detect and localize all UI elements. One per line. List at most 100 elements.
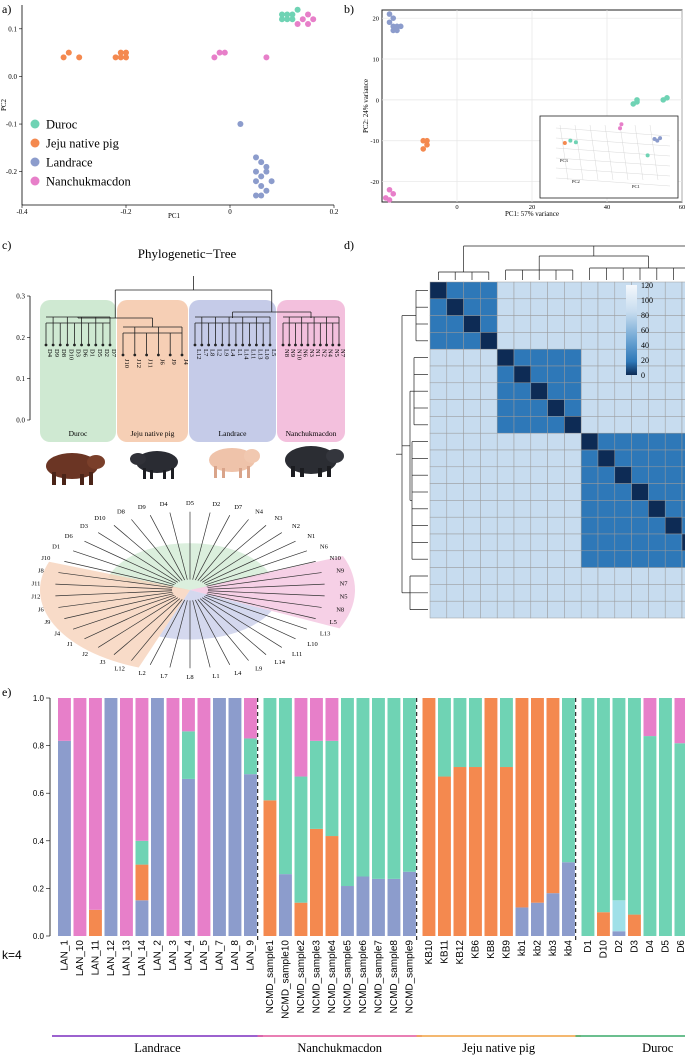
a-ytick-label: -0.1 — [6, 121, 18, 129]
dendro-group-label: Landrace — [219, 429, 248, 438]
dendro-leaf-label: N10 — [295, 349, 302, 360]
heatmap-cell — [580, 281, 599, 300]
dendro-leaf-label: L12 — [195, 349, 202, 359]
a-point-jeju — [65, 49, 72, 56]
panel-b-x-ticks: 0 20 40 60 — [455, 204, 685, 211]
heatmap-cell — [446, 600, 464, 619]
b-ytick-label: 20 — [373, 16, 380, 23]
heatmap-cell — [429, 315, 448, 333]
unrooted-leaf-label: J1 — [67, 641, 73, 648]
dendro-leaf-label: N2 — [320, 349, 327, 357]
heatmap-cell — [681, 399, 685, 417]
heatmap-cell — [463, 348, 481, 367]
a-ytick-label: 0.1 — [8, 25, 17, 33]
population-label: Nanchukmacdon — [297, 1041, 382, 1055]
unrooted-branch — [206, 561, 316, 587]
b-ytick-label: 10 — [373, 57, 380, 64]
heatmap-cell — [513, 500, 532, 518]
dendro-leaf-dot — [80, 343, 83, 347]
sample-label: LAN_13 — [121, 940, 132, 977]
unrooted-leaf-label: D10 — [94, 515, 105, 522]
unrooted-leaf-label: D4 — [160, 501, 169, 508]
heatmap-cell — [429, 399, 448, 417]
heatmap-cell — [681, 483, 685, 501]
unrooted-branch — [192, 600, 211, 668]
sample-label: LAN_4 — [183, 940, 194, 971]
a-point-duroc — [279, 16, 285, 23]
unrooted-leaf-label: J4 — [54, 631, 61, 638]
a-point-landrace — [258, 192, 265, 199]
sample-label: NCMD_sample5 — [342, 940, 353, 1014]
unrooted-branch — [169, 600, 188, 668]
unrooted-branch — [197, 519, 249, 581]
a-point-jeju — [117, 49, 124, 56]
dendro-leaf-dot — [318, 343, 322, 347]
heatmap-cell — [664, 550, 683, 568]
heatmap-cell — [446, 567, 464, 585]
heatmap-cell — [446, 315, 464, 333]
heatmap-cell — [648, 365, 666, 384]
sample-label: KB9 — [501, 940, 512, 959]
heatmap-cell — [446, 348, 464, 367]
heatmap-cell — [664, 500, 683, 518]
heatmap-cell — [664, 600, 683, 619]
heatmap-cell — [496, 432, 515, 451]
heatmap-cell — [580, 466, 599, 484]
unrooted-branch — [206, 593, 316, 619]
dendro-leaf-label: D9 — [53, 349, 60, 357]
panel-b-xlabel: PC1: 57% variance — [505, 210, 559, 218]
heatmap-cell — [496, 449, 515, 468]
heatmap-cell — [513, 315, 532, 333]
heatmap-cell — [648, 466, 666, 484]
heatmap-cell — [681, 516, 685, 535]
heatmap-cell — [446, 382, 464, 400]
c-ytick-label: 0.0 — [16, 417, 25, 425]
dendro-leaf-label: N1 — [314, 349, 321, 357]
heatmap-cell — [480, 399, 498, 417]
dendro-leaf-label: L10 — [263, 349, 270, 359]
admixture-segment-landrace — [244, 774, 257, 936]
heatmap-cell — [429, 449, 448, 468]
heatmap-cell — [513, 399, 532, 417]
admixture-segment-landrace — [213, 698, 226, 936]
unrooted-leaf-label: D7 — [234, 504, 243, 511]
c-ytick-label: 0.2 — [16, 334, 25, 342]
heatmap-cell — [463, 416, 481, 434]
unrooted-leaf-label: L8 — [186, 674, 193, 681]
sample-label: KB6 — [470, 940, 481, 959]
admixture-segment-landrace — [356, 876, 370, 936]
unrooted-branch — [131, 599, 183, 661]
dendro-leaf-dot — [220, 343, 224, 347]
heatmap-cell — [648, 348, 666, 367]
heatmap-cell — [429, 332, 448, 350]
admixture-segment-duroc — [403, 698, 416, 872]
unrooted-leaf-label: D1 — [52, 544, 60, 551]
admixture-segment-landrace — [151, 698, 164, 936]
unrooted-tree-branches — [55, 511, 325, 669]
jeju-pig-image — [130, 451, 178, 479]
dendrogram-group-labels: Duroc Jeju native pig Landrace Nanchukmacdo… — [69, 429, 337, 438]
unrooted-branch — [58, 591, 173, 608]
heatmap-cell — [446, 550, 464, 568]
admixture-segment-duroc — [263, 698, 277, 801]
unrooted-leaf-label: D5 — [186, 500, 194, 507]
heatmap-cell — [664, 567, 683, 585]
heatmap-cell — [530, 332, 548, 350]
a-legend-label: Duroc — [46, 118, 78, 132]
unrooted-branch — [72, 594, 175, 630]
dendro-leaf-label: L2 — [215, 349, 222, 356]
heatmap-cell — [580, 449, 599, 468]
b-xtick-label: 20 — [529, 204, 536, 211]
admixture-segment-nanchuk — [166, 698, 180, 936]
heatmap-cell — [664, 332, 683, 350]
a-point-nanchuk — [221, 49, 228, 56]
b-point-duroc — [664, 95, 670, 101]
heatmap-cell — [547, 281, 565, 300]
panel-a-legend: Duroc Jeju native pig Landrace Nanchukmacdo… — [30, 118, 131, 189]
heatmap-cell — [597, 533, 616, 552]
dendro-leaf-label: D2 — [103, 349, 110, 357]
dendro-leaf-label: D5 — [96, 349, 103, 357]
dendro-leaf-dot — [108, 343, 112, 347]
heatmap-cell — [480, 365, 498, 384]
heatmap-cell — [580, 332, 599, 350]
